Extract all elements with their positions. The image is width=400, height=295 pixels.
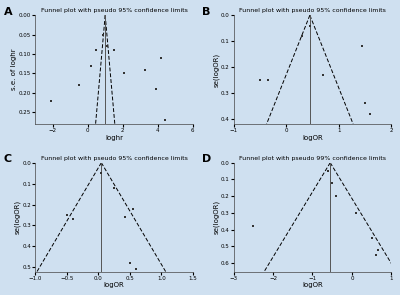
Text: D: D	[202, 154, 211, 164]
Title: Funnel plot with pseudo 95% confidence limits: Funnel plot with pseudo 95% confidence l…	[239, 9, 386, 14]
Y-axis label: se(logOR): se(logOR)	[213, 53, 219, 87]
Title: Funnel plot with pseudo 95% confidence limits: Funnel plot with pseudo 95% confidence l…	[40, 156, 187, 161]
X-axis label: logOR: logOR	[104, 282, 124, 288]
Text: B: B	[202, 6, 210, 17]
Title: Funnel plot with pseudo 99% confidence limits: Funnel plot with pseudo 99% confidence l…	[239, 156, 386, 161]
Title: Funnel plot with pseudo 95% confidence limits: Funnel plot with pseudo 95% confidence l…	[40, 9, 187, 14]
Y-axis label: se(logOR): se(logOR)	[213, 200, 219, 234]
Y-axis label: se(logOR): se(logOR)	[14, 200, 21, 234]
Text: A: A	[4, 6, 12, 17]
X-axis label: logOR: logOR	[302, 282, 323, 288]
X-axis label: logOR: logOR	[302, 135, 323, 140]
X-axis label: loghr: loghr	[105, 135, 123, 140]
Y-axis label: s.e. of loghr: s.e. of loghr	[11, 49, 17, 90]
Text: C: C	[4, 154, 12, 164]
